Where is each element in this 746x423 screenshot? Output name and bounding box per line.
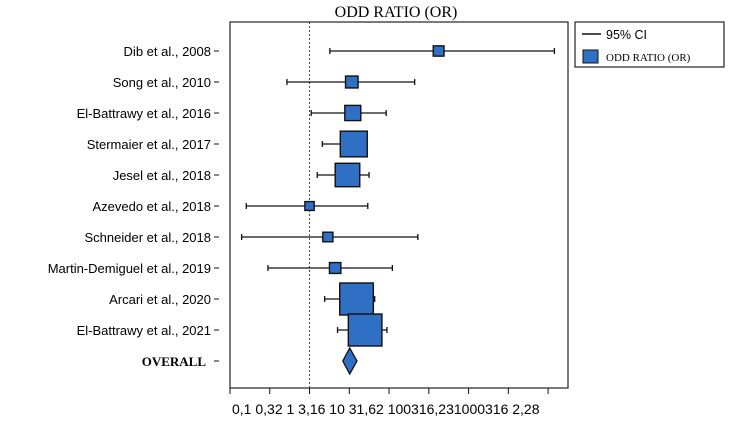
odds-ratio-box (339, 282, 375, 316)
study-label: Stermaier et al., 2017 (87, 137, 211, 152)
x-axis: 0,1 0,32 1 3,16 10 31,62 100316,23100031… (229, 388, 549, 417)
overall-row: OVERALL (142, 346, 358, 376)
odds-ratio-box (322, 231, 334, 243)
odds-ratio-box (304, 200, 315, 212)
odds-ratio-box (432, 45, 445, 57)
odds-ratio-box (334, 162, 361, 188)
study-rows: Dib et al., 2008 Song et al., 2010 El-Batt… (48, 44, 556, 347)
odds-ratio-box (347, 313, 383, 347)
study-row: Stermaier et al., 2017 (87, 130, 368, 158)
study-label: Martin-Demiguel et al., 2019 (48, 261, 211, 276)
study-row: Jesel et al., 2018 (113, 162, 370, 188)
plot-area-frame (229, 21, 569, 389)
study-row: Song et al., 2010 (113, 75, 416, 90)
legend-or-box-swatch (582, 49, 599, 64)
study-label: Azevedo et al., 2018 (92, 199, 211, 214)
study-label: Song et al., 2010 (113, 75, 211, 90)
legend-frame (574, 21, 725, 68)
study-row: El-Battrawy et al., 2016 (77, 104, 387, 122)
legend-ci-label: 95% CI (606, 28, 647, 42)
overall-diamond (342, 346, 358, 376)
legend: 95% CI ODD RATIO (OR) (574, 21, 725, 68)
chart-title: ODD RATIO (OR) (335, 4, 458, 21)
study-label: El-Battrawy et al., 2016 (77, 106, 211, 121)
study-label: Arcari et al., 2020 (109, 292, 211, 307)
study-row: Schneider et al., 2018 (85, 230, 419, 245)
study-row: Azevedo et al., 2018 (92, 199, 369, 214)
overall-label: OVERALL (142, 354, 207, 369)
legend-or-label: ODD RATIO (OR) (606, 52, 691, 64)
study-row: Martin-Demiguel et al., 2019 (48, 261, 394, 276)
odds-ratio-box (344, 75, 359, 89)
study-label: Dib et al., 2008 (124, 44, 211, 59)
study-row: Arcari et al., 2020 (109, 282, 376, 316)
study-label: Schneider et al., 2018 (85, 230, 211, 245)
study-row: El-Battrawy et al., 2021 (77, 313, 388, 347)
x-tick-labels: 0,1 0,32 1 3,16 10 31,62 100316,23100031… (232, 401, 540, 417)
study-label: Jesel et al., 2018 (113, 168, 211, 183)
study-label: El-Battrawy et al., 2021 (77, 323, 211, 338)
odds-ratio-box (344, 104, 362, 122)
study-row: Dib et al., 2008 (124, 44, 556, 59)
odds-ratio-box (328, 261, 342, 275)
odds-ratio-box (339, 130, 368, 158)
